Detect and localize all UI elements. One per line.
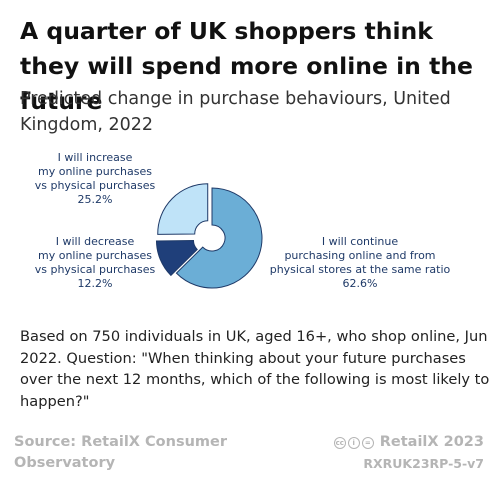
cc-icon: cc	[333, 436, 346, 449]
methodology-note: Based on 750 individuals in UK, aged 16+…	[20, 328, 490, 410]
donut-slice-2	[155, 239, 198, 277]
equals-icon: =	[361, 436, 374, 449]
donut-slice-3	[157, 183, 209, 235]
donut-slice-1	[175, 187, 263, 289]
source-text: Source: RetailX Consumer Observatory	[14, 434, 228, 471]
chart-title: A quarter of UK shoppers think they will…	[20, 17, 473, 115]
slice-label-2: I will decrease my online purchases vs phy…	[35, 235, 156, 290]
chart-subtitle: Predicted change in purchase behaviours,…	[20, 89, 451, 135]
donut-chart: I will continue purchasing online and fro…	[35, 151, 451, 290]
by-icon: i	[347, 436, 360, 449]
report-code: RXRUK23RP-5-v7	[363, 456, 484, 471]
license-icons: cc i =	[333, 436, 374, 449]
brand-name: RetailX 2023	[379, 434, 484, 450]
slice-label-1: I will continue purchasing online and fro…	[270, 235, 451, 290]
slice-label-3: I will increase my online purchases vs phy…	[35, 151, 156, 206]
brand-block: cc i = RetailX 2023 RXRUK23RP-5-v7	[333, 432, 484, 474]
